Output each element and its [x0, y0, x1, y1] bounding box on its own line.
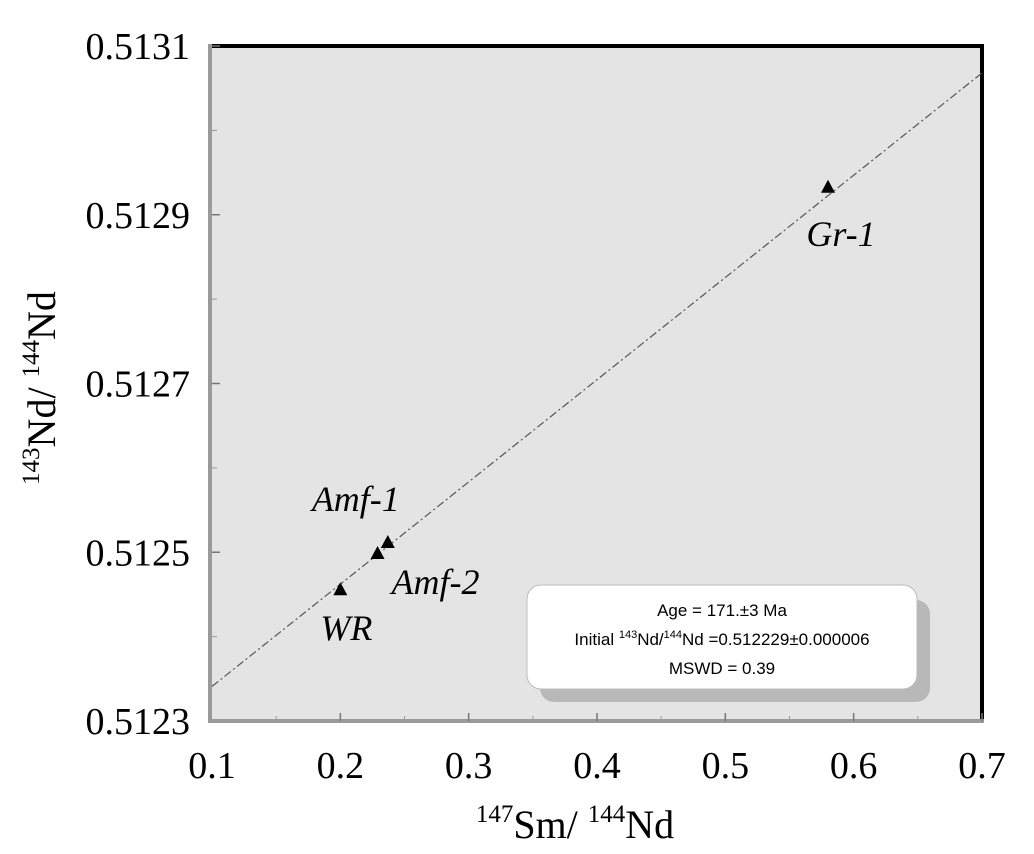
y-tick-label: 0.5127	[86, 364, 191, 406]
annotation-box	[526, 584, 918, 690]
x-tick-label: 0.3	[445, 745, 493, 787]
data-point-amf-2	[370, 545, 385, 559]
x-tick-label: 0.7	[958, 745, 1006, 787]
point-label-wr: WR	[320, 608, 372, 648]
point-label-amf-1: Amf-1	[310, 479, 400, 519]
point-label-amf-2: Amf-2	[390, 562, 480, 602]
point-label-gr-1: Gr-1	[806, 214, 875, 254]
x-tick-label: 0.1	[188, 745, 236, 787]
annotation-age: Age = 171.±3 Ma	[657, 601, 787, 620]
x-axis-ticks: 0.1 0.2 0.3 0.4 0.5 0.6 0.7	[188, 713, 1006, 787]
x-tick-label: 0.5	[702, 745, 750, 787]
data-point-wr	[333, 582, 348, 596]
x-tick-label: 0.2	[317, 745, 365, 787]
annotation-mswd: MSWD = 0.39	[669, 659, 775, 678]
y-tick-label: 0.5123	[86, 701, 191, 743]
x-tick-label: 0.6	[830, 745, 878, 787]
y-axis-title: 143Nd/ 144Nd	[18, 291, 64, 485]
data-points: WR Amf-2 Amf-1 Gr-1	[310, 179, 876, 648]
y-axis-ticks: 0.5123 0.5125 0.5127 0.5129 0.5131	[86, 26, 220, 743]
x-tick-label: 0.4	[573, 745, 621, 787]
y-tick-label: 0.5129	[86, 195, 191, 237]
data-point-amf-1	[380, 534, 395, 548]
y-tick-label: 0.5131	[86, 26, 191, 68]
annotation-initial-ratio: Initial 143Nd/144Nd =0.512229±0.000006	[574, 629, 869, 649]
x-axis-title: 147Sm/ 144Nd	[476, 801, 674, 847]
y-tick-label: 0.5125	[86, 532, 191, 574]
data-point-gr-1	[821, 179, 835, 193]
